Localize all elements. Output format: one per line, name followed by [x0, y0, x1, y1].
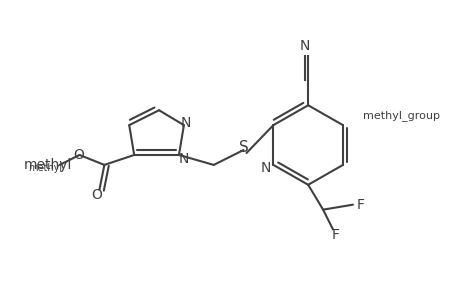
Text: N: N — [299, 39, 309, 52]
Text: methyl_group: methyl_group — [362, 110, 439, 121]
Text: N: N — [260, 161, 270, 175]
Text: F: F — [356, 198, 364, 212]
Text: methyl: methyl — [28, 163, 62, 173]
Text: methyl: methyl — [23, 158, 72, 172]
Text: O: O — [91, 188, 101, 202]
Text: N: N — [179, 152, 189, 166]
Text: O: O — [73, 148, 84, 162]
Text: F: F — [331, 227, 339, 242]
Text: S: S — [238, 140, 248, 154]
Text: N: N — [180, 116, 190, 130]
